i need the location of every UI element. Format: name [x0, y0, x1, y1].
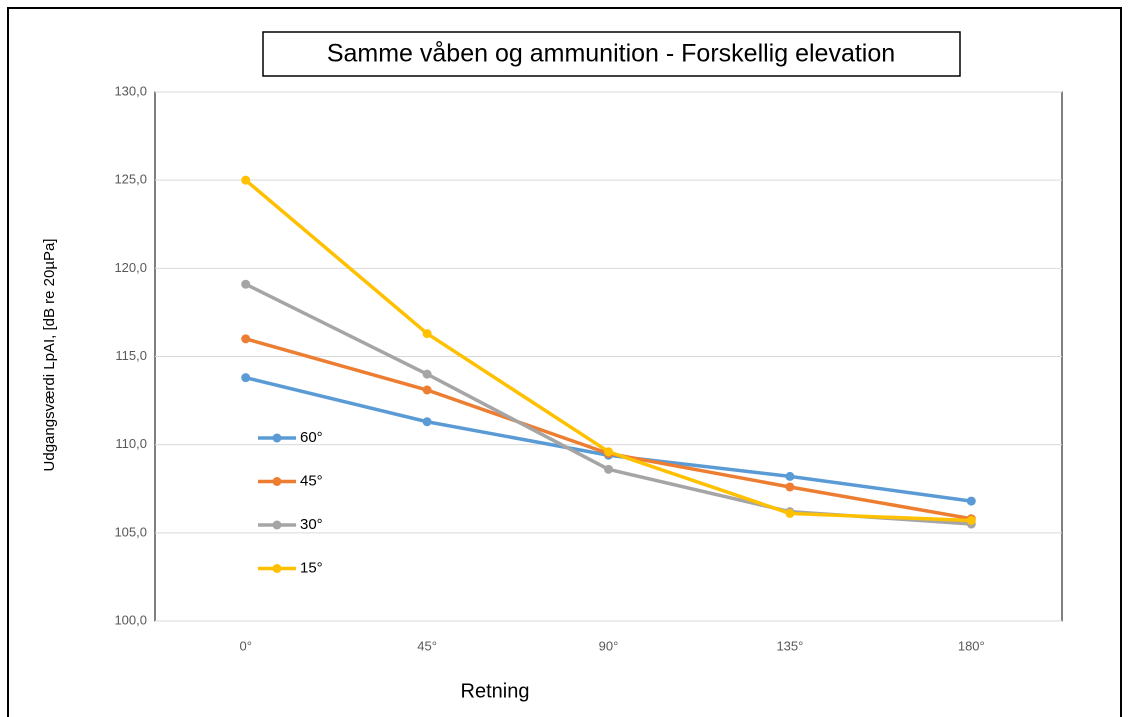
data-point [966, 496, 976, 506]
data-point [785, 471, 795, 481]
data-point [241, 373, 251, 383]
x-tick-label: 0° [239, 638, 251, 653]
chart-frame [7, 7, 1122, 717]
series-line [245, 375, 972, 503]
y-tick-label: 130,0 [114, 83, 147, 98]
y-tick-label: 105,0 [114, 524, 147, 539]
series-line [245, 337, 972, 521]
legend-marker [272, 477, 282, 486]
y-tick-label: 115,0 [115, 348, 147, 363]
x-tick-label: 45° [417, 638, 437, 653]
data-point [241, 279, 251, 289]
data-point [422, 329, 432, 339]
x-tick-label: 135° [776, 638, 803, 653]
legend-label: 60° [300, 429, 323, 446]
data-point [241, 175, 251, 185]
y-tick-label: 110,0 [115, 436, 147, 451]
y-tick-label: 125,0 [114, 172, 147, 187]
x-tick-label: 180° [958, 638, 985, 653]
data-point [422, 385, 432, 395]
legend-marker [272, 520, 282, 530]
data-point [785, 508, 795, 518]
x-axis-title: Retning [461, 680, 530, 702]
data-point [604, 447, 613, 457]
chart-title: Samme våben og ammunition - Forskellig e… [327, 40, 895, 68]
legend-marker [272, 564, 282, 573]
y-axis-title: Udgangsværdi LpAI, [dB re 20µPa] [41, 239, 58, 472]
data-point [422, 417, 432, 427]
y-tick-label: 120,0 [114, 260, 147, 275]
legend-label: 45° [300, 472, 323, 489]
y-tick-label: 100,0 [114, 612, 147, 627]
data-point [241, 334, 251, 344]
legend-label: 30° [300, 516, 323, 533]
legend-marker [272, 433, 282, 443]
legend-label: 15° [300, 559, 323, 576]
data-point [785, 482, 795, 492]
data-point [966, 515, 976, 525]
data-point [604, 464, 613, 474]
title-box [262, 31, 961, 77]
data-point [422, 369, 432, 379]
x-tick-label: 90° [599, 638, 619, 653]
